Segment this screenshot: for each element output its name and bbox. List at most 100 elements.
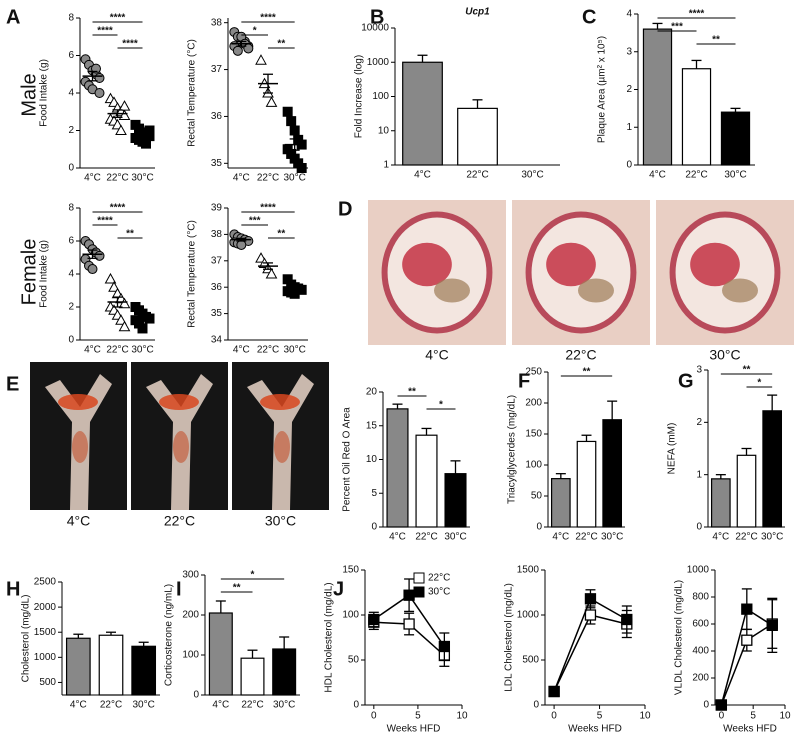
photo-detail — [578, 278, 614, 303]
bar — [576, 440, 597, 528]
x-tick-label: 4°C — [233, 345, 250, 356]
x-tick-label: 4°C — [233, 173, 250, 184]
bar — [415, 434, 438, 528]
x-tick-label: 30°C — [283, 173, 305, 184]
bar — [131, 645, 157, 696]
data-point — [289, 125, 300, 136]
significance-label: ** — [126, 229, 134, 240]
data-point — [548, 685, 560, 698]
data-point — [108, 281, 120, 292]
significance-label: *** — [249, 216, 261, 227]
y-tick-label: 6 — [68, 236, 74, 247]
bar — [457, 107, 498, 166]
y-axis-label: Percent Oil Red O Area — [342, 407, 353, 512]
photo-detail — [434, 278, 470, 303]
y-tick-label: 4 — [626, 9, 632, 20]
significance-label: **** — [110, 13, 126, 24]
y-tick-label: 300 — [182, 570, 199, 581]
bar — [272, 648, 297, 696]
y-tick-label: 100 — [342, 610, 359, 621]
y-tick-label: 36 — [211, 282, 223, 293]
y-tick-label: 0 — [703, 700, 709, 711]
x-tick-label: 4°C — [389, 532, 406, 543]
photo-caption: 30°C — [265, 513, 296, 529]
data-point — [118, 320, 131, 332]
data-point — [137, 323, 148, 334]
x-tick-label: 30°C — [601, 532, 623, 543]
data-point — [584, 609, 597, 621]
y-tick-label: 2000 — [34, 602, 57, 613]
bar — [642, 28, 673, 166]
x-tick-label: 0 — [719, 711, 725, 722]
panel-letter: J — [333, 578, 344, 600]
panel-letter: F — [518, 370, 530, 392]
y-tick-label: 3 — [696, 365, 702, 376]
photo-detail — [72, 431, 88, 463]
y-tick-label: 100 — [372, 91, 389, 102]
x-tick-label: 4°C — [414, 170, 431, 181]
x-tick-label: 30°C — [131, 173, 153, 184]
x-tick-label: 10 — [456, 711, 468, 722]
y-tick-label: 250 — [525, 367, 542, 378]
y-tick-label: 35 — [211, 308, 223, 319]
photo-caption: 22°C — [164, 513, 195, 529]
x-tick-label: 4°C — [212, 700, 229, 711]
photo-detail — [173, 431, 189, 463]
data-point — [286, 116, 297, 127]
bar — [602, 419, 623, 528]
bar — [681, 68, 712, 166]
x-tick-label: 22°C — [257, 345, 279, 356]
y-tick-label: 37 — [211, 255, 223, 266]
significance-label: ** — [743, 365, 751, 376]
bar — [240, 657, 265, 696]
data-point — [715, 699, 728, 711]
x-tick-label: 22°C — [257, 173, 279, 184]
y-tick-label: 0 — [68, 163, 74, 174]
x-tick-label: 30°C — [761, 532, 783, 543]
bar — [386, 408, 409, 528]
x-tick-label: 30°C — [132, 700, 154, 711]
photo-caption: 4°C — [67, 513, 91, 529]
data-point — [115, 314, 127, 325]
panel-letter: I — [176, 578, 182, 600]
photo-detail — [402, 242, 452, 287]
bar — [720, 111, 751, 166]
y-tick-label: 0 — [68, 335, 74, 346]
row-label: Female — [18, 239, 40, 306]
panel-letter: C — [582, 6, 596, 28]
legend-swatch — [413, 572, 425, 584]
y-tick-label: 38 — [211, 17, 223, 28]
data-point — [255, 54, 267, 65]
significance-label: **** — [260, 203, 276, 214]
x-tick-label: 5 — [415, 711, 421, 722]
y-tick-label: 0 — [193, 690, 199, 701]
x-tick-label: 30°C — [724, 170, 746, 181]
data-point — [94, 250, 105, 261]
significance-label: *** — [671, 22, 683, 33]
bar — [710, 478, 731, 528]
y-axis-label: Food Intake (g) — [39, 240, 50, 308]
data-point — [94, 88, 105, 98]
bar — [98, 634, 124, 696]
significance-label: * — [251, 570, 255, 581]
y-tick-label: 8 — [68, 13, 74, 24]
x-axis-label: Weeks HFD — [723, 724, 777, 735]
bar — [444, 473, 467, 528]
x-axis-label: Weeks HFD — [568, 724, 622, 735]
data-point — [118, 297, 131, 309]
y-tick-label: 2 — [626, 84, 632, 95]
panel-letter: D — [338, 198, 352, 220]
photo-detail — [722, 278, 758, 303]
data-point — [282, 106, 293, 117]
y-tick-label: 37 — [211, 64, 223, 75]
x-tick-label: 22°C — [415, 532, 437, 543]
significance-label: * — [439, 400, 443, 411]
bar — [402, 61, 443, 166]
x-tick-label: 4°C — [712, 532, 729, 543]
y-tick-label: 2 — [696, 417, 702, 428]
y-tick-label: 34 — [211, 335, 223, 346]
data-point — [236, 239, 247, 250]
y-tick-label: 800 — [692, 592, 709, 603]
panel-letter: H — [6, 578, 20, 600]
